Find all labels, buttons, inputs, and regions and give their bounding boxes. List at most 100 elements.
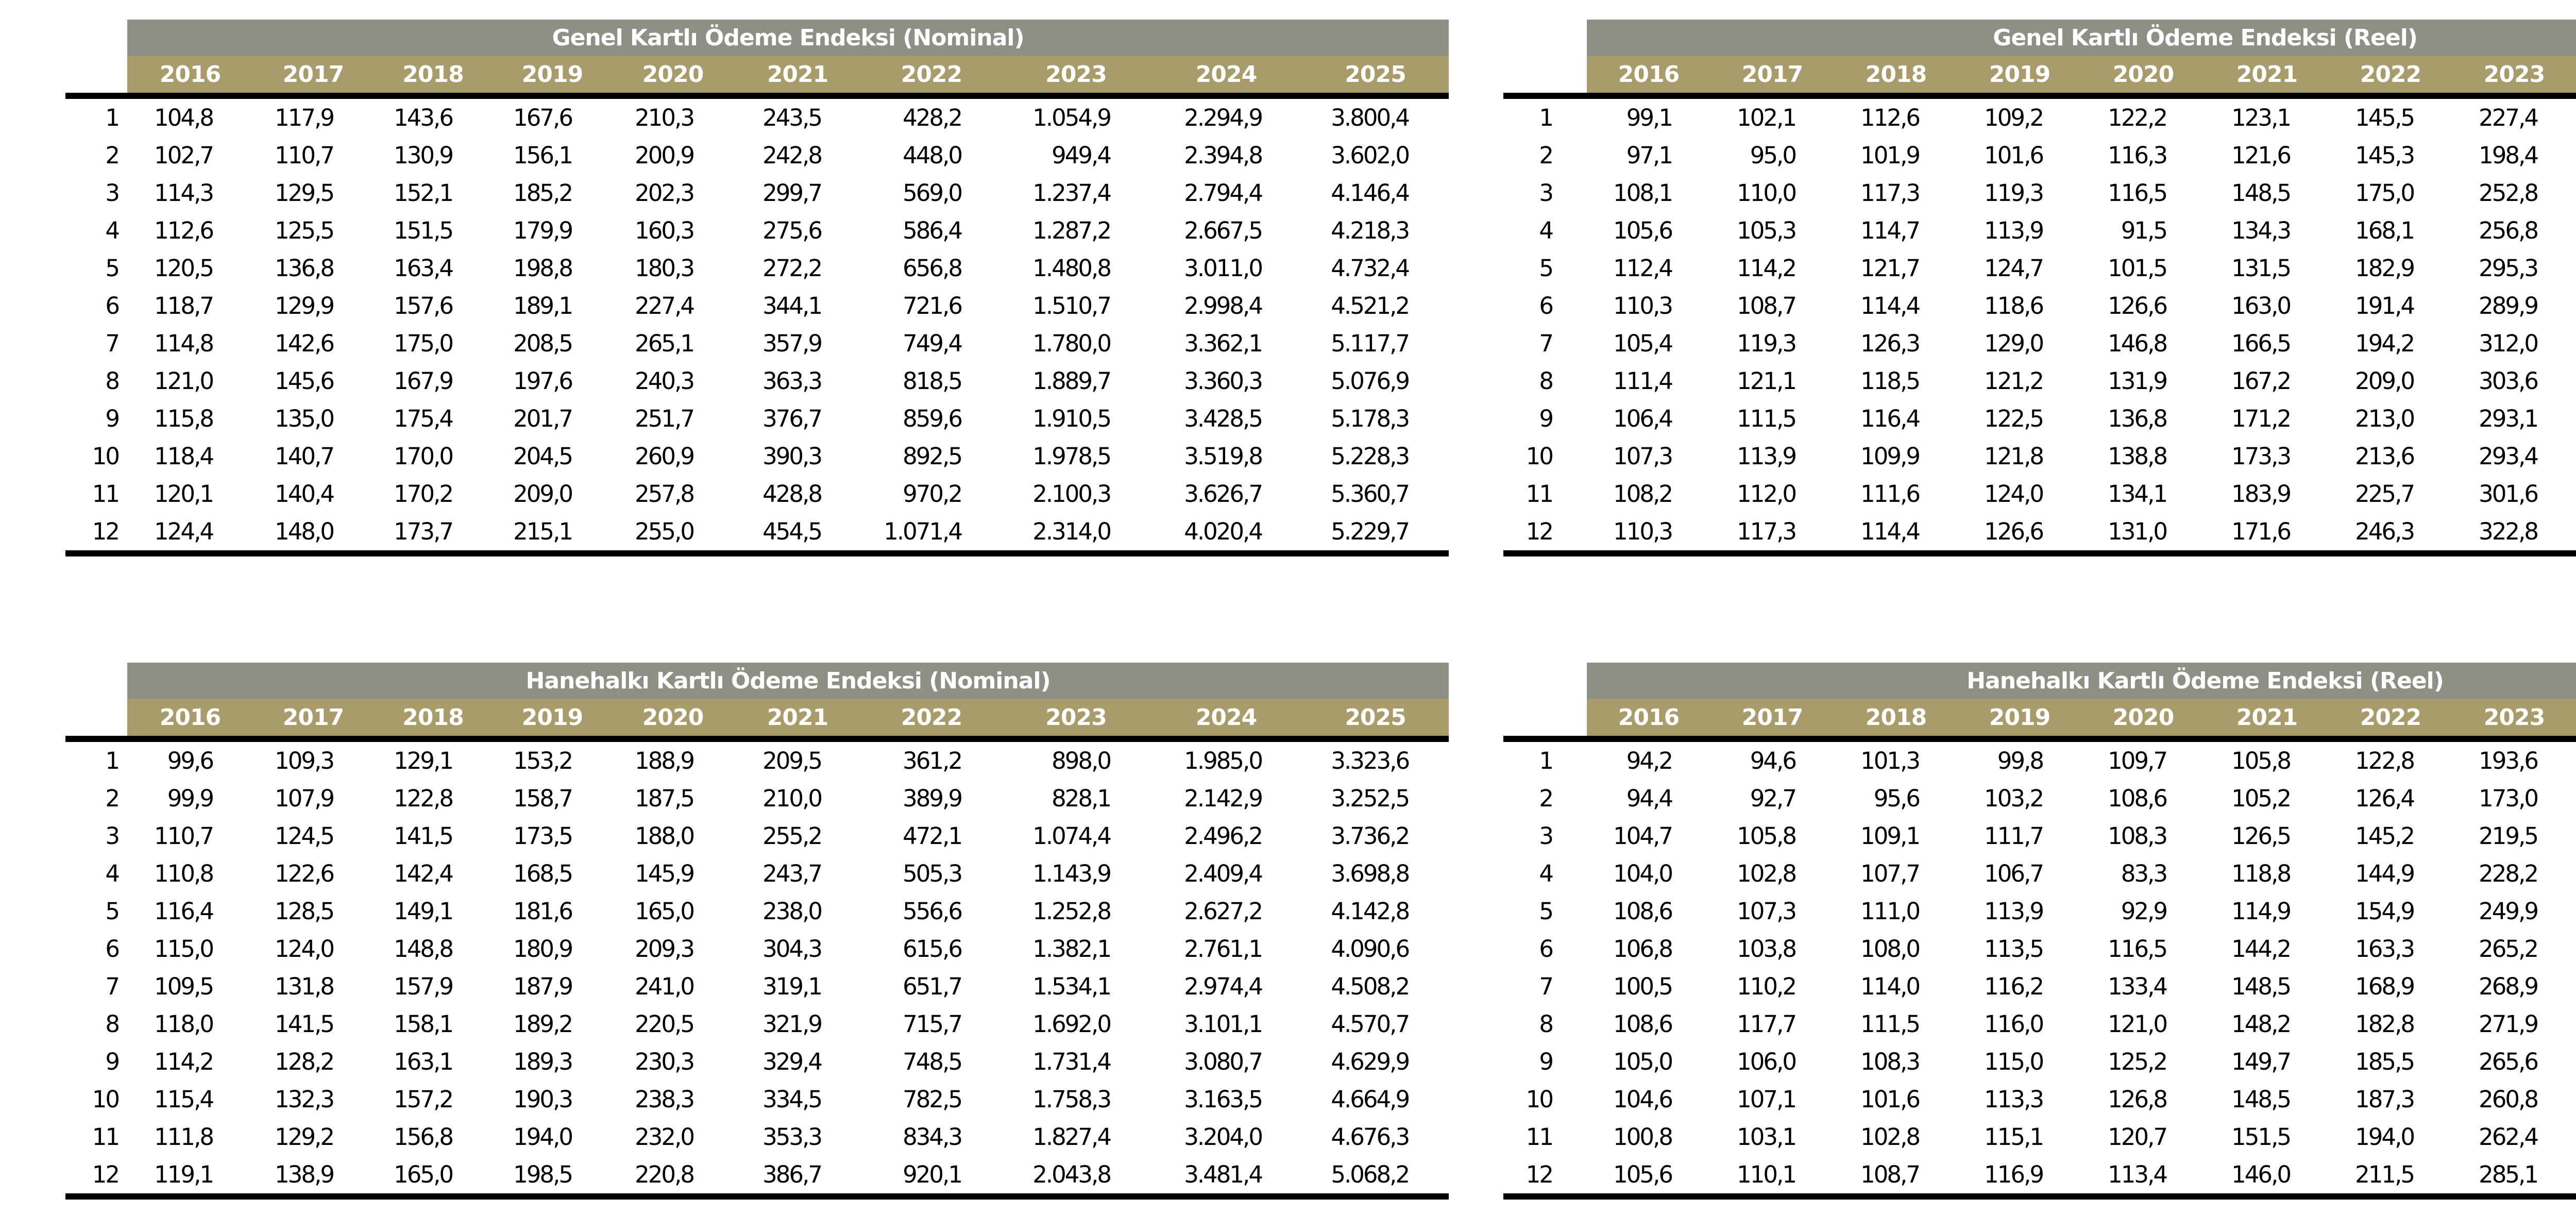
month-cell: 1 xyxy=(1539,104,1554,131)
year-header-cell: 2023 xyxy=(2452,56,2576,93)
value-cell: 2.496,2 xyxy=(1184,822,1263,850)
year-header-cell: 2021 xyxy=(734,699,861,736)
value-cell: 187,3 xyxy=(2355,1086,2415,1113)
month-cell: 1 xyxy=(1539,747,1554,774)
month-cell: 6 xyxy=(1539,292,1554,319)
value-cell: 265,1 xyxy=(635,330,695,357)
value-cell: 125,5 xyxy=(275,217,335,244)
year-header-cell: 2019 xyxy=(1958,56,2081,93)
year-header-cell: 2022 xyxy=(2329,56,2452,93)
value-cell: 651,7 xyxy=(903,973,963,1000)
value-cell: 2.667,5 xyxy=(1184,217,1263,244)
value-cell: 109,2 xyxy=(1984,104,2044,131)
table-row: 10 115,4 132,3 157,2 190,3 238,3 334,5 782,5 1.7… xyxy=(65,1081,1449,1118)
value-cell: 220,8 xyxy=(635,1161,695,1188)
value-cell: 615,6 xyxy=(903,935,963,963)
value-cell: 260,9 xyxy=(635,443,695,470)
year-header-cell: 2021 xyxy=(2205,699,2329,736)
value-cell: 1.780,0 xyxy=(1032,330,1112,357)
table-row: 10 118,4 140,7 170,0 204,5 260,9 390,3 892,5 1.9… xyxy=(65,437,1449,475)
table-row: 194,294,6101,399,8109,7105,8122,8193,625… xyxy=(1503,742,2576,780)
table-row: 12 105,6 110,1 108,7 116,9 113,4 146,0 211,5 285… xyxy=(1503,1156,2576,1193)
value-cell: 126,6 xyxy=(2108,292,2168,319)
year-header-cell: 2017 xyxy=(1710,699,1834,736)
value-cell: 293,1 xyxy=(2479,405,2539,432)
value-cell: 4.508,2 xyxy=(1331,973,1410,1000)
value-cell: 3.698,8 xyxy=(1331,860,1410,887)
value-cell: 4.521,2 xyxy=(1331,292,1410,319)
value-cell: 165,0 xyxy=(394,1161,454,1188)
value-cell: 110,2 xyxy=(1737,973,1797,1000)
value-cell: 108,7 xyxy=(1737,292,1797,319)
value-cell: 124,5 xyxy=(275,822,335,850)
value-cell: 116,4 xyxy=(154,898,214,925)
value-cell: 782,5 xyxy=(903,1086,963,1113)
value-cell: 472,1 xyxy=(903,822,963,850)
value-cell: 209,0 xyxy=(2355,367,2415,395)
table-row: 6 115,0 124,0 148,8 180,9 209,3 304,3 615,6 1.38… xyxy=(65,930,1449,968)
value-cell: 175,0 xyxy=(394,330,454,357)
value-cell: 141,5 xyxy=(275,1010,335,1038)
value-cell: 656,8 xyxy=(903,255,963,282)
value-cell: 210,0 xyxy=(762,785,823,812)
value-cell: 117,3 xyxy=(1737,518,1797,545)
header-corner-spacer xyxy=(1503,20,1587,56)
value-cell: 167,2 xyxy=(2231,367,2292,395)
table-row: 4 105,6 105,3 114,7 113,9 91,5 134,3 168,1 256,8… xyxy=(1503,212,2576,249)
value-cell: 2.998,4 xyxy=(1184,292,1263,319)
value-cell: 116,5 xyxy=(2108,179,2168,207)
value-cell: 123,1 xyxy=(2231,104,2292,131)
value-cell: 105,6 xyxy=(1613,1161,1673,1188)
month-cell: 5 xyxy=(105,898,120,925)
value-cell: 171,6 xyxy=(2231,518,2292,545)
table-title: Hanehalkı Kartlı Ödeme Endeksi (Reel) xyxy=(1587,663,2576,699)
value-cell: 389,9 xyxy=(903,785,963,812)
value-cell: 213,6 xyxy=(2355,443,2415,470)
value-cell: 145,2 xyxy=(2355,822,2415,850)
value-cell: 1.510,7 xyxy=(1032,292,1112,319)
value-cell: 376,7 xyxy=(762,405,823,432)
table-genel-kartli-odeme-endeksi-nominal: Genel Kartlı Ödeme Endeksi (Nominal) 2016… xyxy=(65,20,1449,556)
value-cell: 220,5 xyxy=(635,1010,695,1038)
table-row: 5 120,5 136,8 163,4 198,8 180,3 272,2 656,8 1.48… xyxy=(65,249,1449,287)
month-cell: 6 xyxy=(105,292,120,319)
value-cell: 3.481,4 xyxy=(1184,1161,1263,1188)
value-cell: 105,8 xyxy=(2231,747,2292,774)
year-header-cell: 2018 xyxy=(1834,56,1958,93)
header-corner-spacer xyxy=(1503,663,1587,699)
value-cell: 129,0 xyxy=(1984,330,2044,357)
value-cell: 114,7 xyxy=(1860,217,1921,244)
table-row: 9 106,4 111,5 116,4 122,5 136,8 171,2 213,0 293,… xyxy=(1503,400,2576,437)
value-cell: 101,3 xyxy=(1860,747,1921,774)
value-cell: 3.163,5 xyxy=(1184,1086,1263,1113)
value-cell: 91,5 xyxy=(2121,217,2168,244)
value-cell: 136,8 xyxy=(275,255,335,282)
value-cell: 187,9 xyxy=(513,973,573,1000)
value-cell: 131,9 xyxy=(2108,367,2168,395)
table-row: 1 99,6 109,3 129,1 153,2 188,9 209,5 361,2 898,0… xyxy=(65,742,1449,780)
value-cell: 173,5 xyxy=(513,822,573,850)
month-cell: 9 xyxy=(105,1048,120,1075)
month-cell: 9 xyxy=(105,405,120,432)
value-cell: 892,5 xyxy=(903,443,963,470)
value-cell: 295,3 xyxy=(2479,255,2539,282)
value-cell: 108,0 xyxy=(1860,935,1921,963)
year-header-cell: 2025 xyxy=(1302,56,1449,93)
value-cell: 122,8 xyxy=(394,785,454,812)
value-cell: 106,7 xyxy=(1984,860,2044,887)
value-cell: 454,5 xyxy=(762,518,823,545)
value-cell: 1.237,4 xyxy=(1032,179,1112,207)
value-cell: 122,2 xyxy=(2108,104,2168,131)
month-cell: 10 xyxy=(1526,443,1554,470)
value-cell: 200,9 xyxy=(635,142,695,169)
value-cell: 113,3 xyxy=(1984,1086,2044,1113)
value-cell: 828,1 xyxy=(1052,785,1112,812)
value-cell: 122,8 xyxy=(2355,747,2415,774)
month-cell: 9 xyxy=(1539,405,1554,432)
value-cell: 105,6 xyxy=(1613,217,1673,244)
value-cell: 5.360,7 xyxy=(1331,480,1410,508)
value-cell: 99,1 xyxy=(1626,104,1673,131)
value-cell: 113,9 xyxy=(1737,443,1797,470)
value-cell: 209,3 xyxy=(635,935,695,963)
value-cell: 173,0 xyxy=(2479,785,2539,812)
